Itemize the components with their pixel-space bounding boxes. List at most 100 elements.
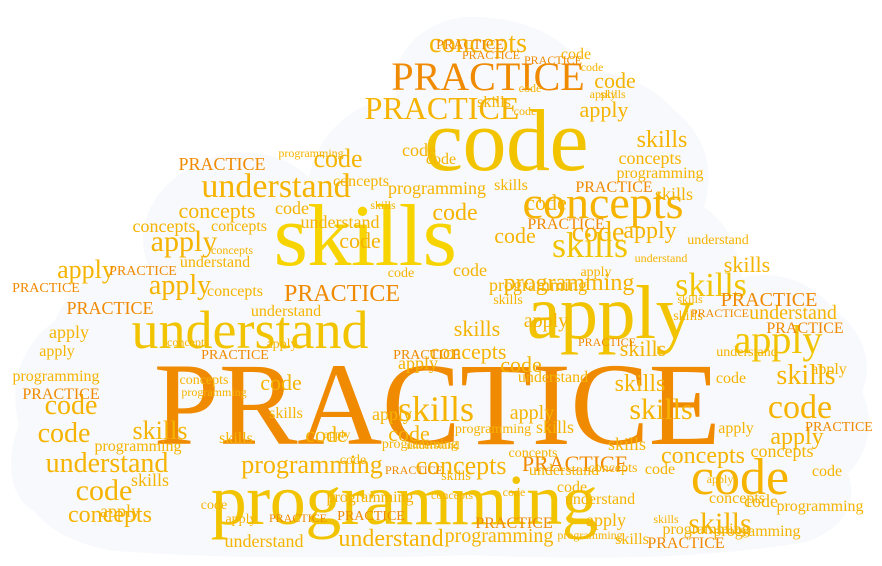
word-practice: PRACTICE <box>384 463 444 477</box>
word-skills: skills <box>675 267 747 304</box>
word-code: code <box>37 418 91 449</box>
word-code: code <box>811 463 843 480</box>
word-programming: programming <box>444 525 554 547</box>
word-practice: PRACTICE <box>391 54 585 99</box>
word-practice: PRACTICE <box>521 451 629 476</box>
word-code: code <box>715 370 747 387</box>
word-apply: apply <box>770 424 824 450</box>
word-code: code <box>275 198 309 218</box>
word-programming: programming <box>94 438 182 455</box>
word-programming: programming <box>181 385 247 399</box>
word-code: code <box>402 140 436 160</box>
word-programming: programming <box>12 368 100 385</box>
word-code: code <box>594 68 636 93</box>
word-code: code <box>525 190 567 215</box>
word-skills: skills <box>219 430 253 447</box>
word-apply: apply <box>589 87 617 101</box>
word-practice: PRACTICE <box>268 511 328 525</box>
word-practice: PRACTICE <box>461 48 521 62</box>
word-apply: apply <box>57 255 115 284</box>
word-practice: PRACTICE <box>805 420 873 435</box>
word-programming: programming <box>388 178 486 198</box>
word-code: code <box>200 498 228 513</box>
word-practice: PRACTICE <box>153 339 721 470</box>
word-concepts: concepts <box>709 490 765 507</box>
word-apply: apply <box>811 361 847 378</box>
word-practice: PRACTICE <box>364 90 520 126</box>
word-code: code <box>305 422 347 447</box>
word-code: code <box>44 390 98 421</box>
word-apply: apply <box>509 402 555 424</box>
word-code: code <box>580 60 604 74</box>
word-practice: PRACTICE <box>201 348 269 363</box>
word-skills: skills <box>688 507 752 540</box>
word-skills: skills <box>269 405 303 422</box>
word-skills: skills <box>723 252 771 277</box>
word-apply: apply <box>225 512 257 527</box>
word-code: code <box>388 421 430 446</box>
word-understand: understand <box>716 345 778 360</box>
word-understand: understand <box>749 302 837 324</box>
word-skills: skills <box>619 336 667 361</box>
word-practice: PRACTICE <box>66 298 154 318</box>
word-practice: PRACTICE <box>523 53 583 67</box>
word-concepts: concepts <box>178 198 256 223</box>
word-understand: understand <box>45 448 169 479</box>
word-apply: apply <box>526 271 694 355</box>
word-skills: skills <box>677 292 703 306</box>
word-apply: apply <box>100 501 140 521</box>
word-programming: programming <box>503 270 635 296</box>
word-practice: PRACTICE <box>12 281 80 296</box>
word-concepts: concepts <box>522 177 684 228</box>
word-programming: programming <box>616 165 704 182</box>
word-practice: PRACTICE <box>720 289 818 311</box>
word-apply: apply <box>623 218 677 244</box>
word-apply: apply <box>148 270 212 301</box>
word-practice: PRACTICE <box>527 216 605 233</box>
word-practice: PRACTICE <box>766 320 844 337</box>
word-code: code <box>425 151 457 168</box>
word-practice: PRACTICE <box>337 509 405 524</box>
word-skills: skills <box>477 94 511 111</box>
word-apply: apply <box>718 420 754 437</box>
word-understand: understand <box>687 233 749 248</box>
word-apply: apply <box>49 322 89 342</box>
word-skills: skills <box>615 531 649 548</box>
word-skills: skills <box>600 87 626 101</box>
word-skills: skills <box>273 188 457 285</box>
word-understand: understand <box>131 300 369 360</box>
word-code: code <box>644 461 676 478</box>
word-practice: PRACTICE <box>690 306 750 320</box>
word-programming: programming <box>662 521 750 538</box>
word-skills: skills <box>653 512 679 526</box>
word-concepts: concepts <box>207 283 263 300</box>
word-practice: PRACTICE <box>436 38 504 53</box>
word-practice: PRACTICE <box>109 264 177 279</box>
word-skills: skills <box>636 127 688 153</box>
word-apply: apply <box>706 472 734 486</box>
word-practice: PRACTICE <box>178 154 266 174</box>
word-concepts: concepts <box>750 441 814 461</box>
word-code: code <box>560 46 592 63</box>
word-code: code <box>339 228 381 253</box>
word-programming: programming <box>278 146 344 160</box>
word-code: code <box>313 144 363 173</box>
word-skills: skills <box>132 416 188 445</box>
word-practice: PRACTICE <box>22 386 100 403</box>
word-concepts: concepts <box>167 335 209 349</box>
word-skills: skills <box>397 389 475 429</box>
word-skills: skills <box>453 316 501 341</box>
word-programming: programming <box>454 422 532 437</box>
word-apply: apply <box>580 265 612 280</box>
word-understand: understand <box>564 491 636 508</box>
word-apply: apply <box>150 225 218 258</box>
word-programming: programming <box>241 450 383 479</box>
word-code: code <box>432 200 478 226</box>
word-code: code <box>339 453 367 468</box>
word-understand: understand <box>250 303 322 320</box>
word-skills: skills <box>614 371 666 397</box>
word-understand: understand <box>406 438 460 452</box>
word-programming: programming <box>489 275 587 295</box>
